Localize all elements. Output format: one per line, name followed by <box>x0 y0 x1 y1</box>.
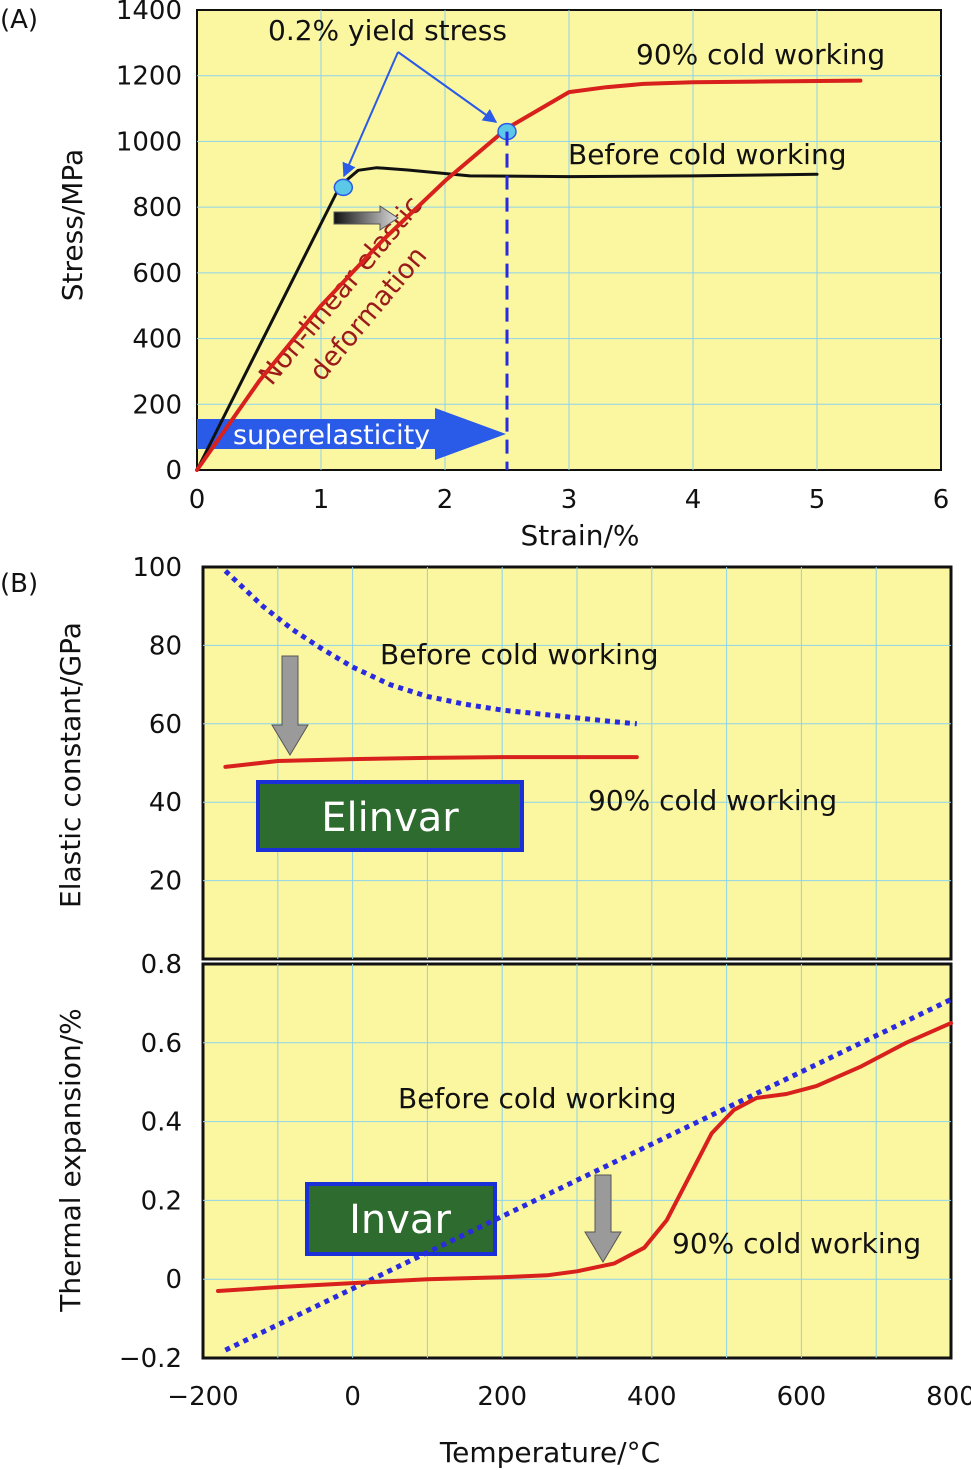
y-tick-label: 0 <box>165 1265 182 1295</box>
y-tick-label: 0 <box>165 456 182 486</box>
y-tick-label: 800 <box>132 193 182 223</box>
x-tick-label: 400 <box>627 1382 677 1412</box>
panel-a-y-axis-label: Stress/MPa <box>56 149 89 301</box>
panel-a-stress-strain: 0 200 400 600 800 1000 1200 1400 0 1 2 3 4 5 6 (A) Str… <box>0 0 949 552</box>
panel-b-series <box>223 569 639 769</box>
panel-b-label-before-cold: Before cold working <box>380 638 658 671</box>
y-tick-label: 0.2 <box>141 1186 182 1216</box>
y-tick-label: 40 <box>149 788 182 818</box>
y-tick-label: 100 <box>132 553 182 583</box>
y-tick-label: 1000 <box>116 127 182 157</box>
x-tick-label: 0 <box>189 485 206 515</box>
x-tick-label: 1 <box>313 485 330 515</box>
series-line-solid <box>223 755 639 769</box>
x-tick-label: 3 <box>561 485 578 515</box>
panel-b-y-axis-label: Elastic constant/GPa <box>54 622 87 908</box>
y-tick-label: 0.4 <box>141 1108 182 1138</box>
panel-a-label-90-cold: 90% cold working <box>636 38 885 71</box>
shift-arrow <box>333 205 399 231</box>
panel-b-label-90-cold: 90% cold working <box>588 784 837 817</box>
x-tick-label: 200 <box>477 1382 527 1412</box>
y-tick-label: 0.8 <box>141 950 182 980</box>
y-tick-label: 1200 <box>116 62 182 92</box>
x-tick-label: −200 <box>167 1382 238 1412</box>
yield-arrow-left <box>342 51 399 178</box>
panel-c-grid <box>203 964 951 1358</box>
x-tick-label: 6 <box>933 485 950 515</box>
panel-a-x-axis-label: Strain/% <box>521 519 640 552</box>
x-tick-label: 0 <box>344 1382 361 1412</box>
x-tick-label: 600 <box>777 1382 827 1412</box>
panel-c-series <box>216 997 953 1353</box>
y-tick-label: −0.2 <box>119 1344 182 1374</box>
panel-b-thermal-expansion: −0.2 0 0.2 0.4 0.6 0.8 −200 0 200 400 600 800 Therm… <box>54 950 971 1469</box>
panel-c-label-90-cold: 90% cold working <box>672 1227 921 1260</box>
y-tick-label: 60 <box>149 710 182 740</box>
elinvar-gray-arrow <box>271 655 309 756</box>
panel-c-x-axis-label: Temperature/°C <box>439 1436 660 1469</box>
yield-stress-label: 0.2% yield stress <box>268 14 507 47</box>
panel-c-tick-labels: −0.2 0 0.2 0.4 0.6 0.8 −200 0 200 400 600 800 <box>119 950 971 1412</box>
invar-box <box>305 1182 497 1256</box>
y-tick-label: 600 <box>132 259 182 289</box>
panel-b-grid <box>203 567 951 959</box>
series-line-dotted <box>223 569 638 727</box>
y-tick-label: 0.6 <box>141 1029 182 1059</box>
yield-point-marker <box>333 178 354 197</box>
y-tick-label: 20 <box>149 867 182 897</box>
series-line-solid <box>216 1021 953 1293</box>
y-tick-label: 400 <box>132 325 182 355</box>
panel-a-tick-labels: 0 200 400 600 800 1000 1200 1400 0 1 2 3 4 5 6 <box>116 0 949 515</box>
panel-a-series <box>195 78 863 472</box>
series-line-solid <box>195 78 863 472</box>
x-tick-label: 800 <box>926 1382 971 1412</box>
panel-c-label-before-cold: Before cold working <box>398 1082 676 1115</box>
invar-gray-arrow <box>584 1174 622 1263</box>
y-tick-label: 80 <box>149 631 182 661</box>
panel-b-label: (B) <box>0 569 38 599</box>
y-tick-label: 200 <box>132 390 182 420</box>
yield-arrow-right <box>397 51 498 123</box>
elinvar-box <box>256 780 524 852</box>
y-tick-label: 1400 <box>116 0 182 26</box>
superelasticity-label: superelasticity <box>233 420 430 451</box>
superelasticity-arrow <box>197 408 506 460</box>
x-tick-label: 2 <box>437 485 454 515</box>
panel-b-elastic-constant: 20 40 60 80 100 (B) Elastic constant/GPa Eli… <box>0 553 953 961</box>
series-line-dotted <box>224 997 953 1353</box>
invar-label: Invar <box>349 1197 451 1243</box>
x-tick-label: 5 <box>809 485 826 515</box>
panel-c-y-axis-label: Thermal expansion/% <box>54 1008 87 1312</box>
elinvar-label: Elinvar <box>321 795 459 841</box>
panel-a-label: (A) <box>0 5 38 35</box>
panel-a-label-before-cold: Before cold working <box>568 138 846 171</box>
x-tick-label: 4 <box>685 485 702 515</box>
panel-b-tick-labels: 20 40 60 80 100 <box>132 553 182 897</box>
